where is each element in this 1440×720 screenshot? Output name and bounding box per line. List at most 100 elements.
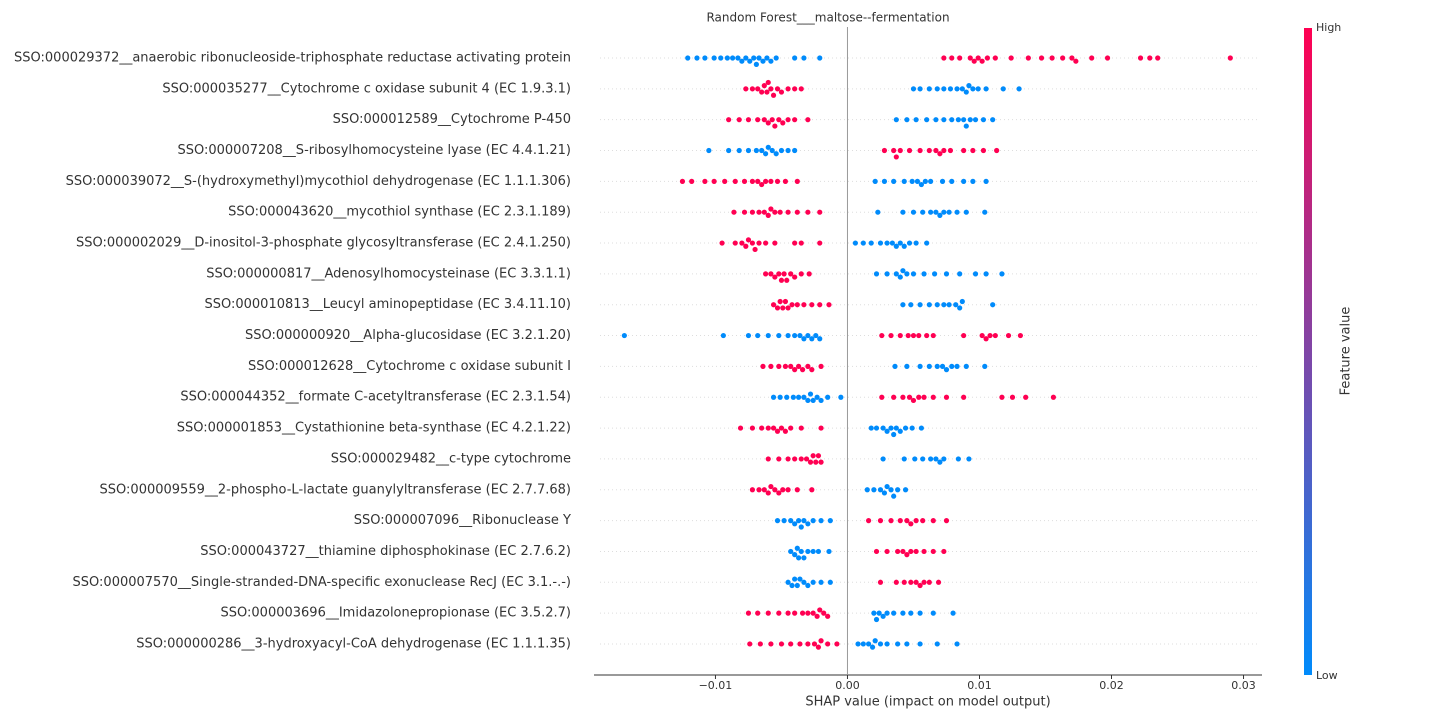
shap-dot [768,641,774,647]
shap-dot [959,298,965,305]
shap-dot [768,363,774,369]
shap-dot [1147,55,1153,61]
shap-dot [815,548,822,555]
shap-dot [768,271,774,277]
shap-dot [781,271,787,277]
shap-dot [807,459,814,465]
shap-dot [1000,86,1006,92]
shap-dot [877,518,884,524]
shap-dot [780,487,786,493]
shap-dot [765,425,771,431]
shap-dot [810,579,816,585]
shap-dot [950,610,956,616]
shap-dot [815,644,822,650]
shap-dot [900,302,906,308]
shap-dot [805,397,811,404]
shap-dot [897,240,903,246]
shap-dot [768,483,774,490]
shap-dot [763,151,769,157]
shap-dot [792,240,798,246]
shap-dot [860,641,866,647]
shap-dot [753,147,759,154]
shap-dot [909,425,915,431]
shap-dot [780,120,786,126]
shap-dot [817,336,823,342]
shap-dot [785,610,791,616]
shap-dot [937,151,943,157]
shap-dot [805,641,811,647]
shap-dot [1089,55,1095,61]
shap-dot [912,456,918,462]
shap-dot [904,117,910,123]
shap-dot [777,209,783,215]
feature-label: SSO:000029372__anaerobic ribonucleoside-… [14,51,571,66]
shap-dot [785,305,791,311]
shap-dot [796,555,802,561]
shap-dot [706,147,712,154]
shap-dot [908,579,914,585]
shap-dot [961,394,967,400]
shap-dot [904,363,910,369]
shap-dot [796,394,802,400]
shap-dot [939,178,946,184]
shap-dot [722,178,728,184]
shap-dot [933,117,939,123]
colorbar-label: Feature value [1339,307,1354,396]
shap-dot [982,363,988,369]
shap-dot [855,641,861,647]
shap-dot [798,271,804,277]
shap-dot [735,55,741,61]
shap-dot [979,58,985,64]
shap-dot [825,394,831,400]
shap-dot [785,86,791,92]
shap-dot [794,545,800,551]
shap-dot [718,55,724,61]
shap-dot [1025,55,1031,61]
shap-dot [817,240,823,246]
shap-dot [761,487,767,493]
shap-dot [745,237,752,243]
shap-dot [880,456,886,462]
shap-dot [879,394,885,400]
shap-dot [763,178,769,184]
shap-dot [934,302,940,308]
shap-dot [871,487,877,493]
shap-dot [761,209,767,215]
shap-dot [966,83,972,89]
shap-dot [807,391,814,397]
shap-dot [934,86,940,92]
shap-dot [755,178,761,184]
shap-dot [818,638,824,644]
shap-dot [928,209,934,215]
shap-dot [778,89,785,95]
shap-dot [943,394,950,400]
shap-dot [933,456,939,462]
shap-dot [924,117,930,123]
shap-dot [761,83,767,89]
shap-dot [809,336,815,342]
shap-dot [884,271,890,277]
shap-dot [891,394,897,400]
shap-dot [745,332,752,339]
shap-dot [760,363,766,369]
shap-dot [937,459,943,465]
shap-dot [897,274,903,280]
shap-dot [794,487,800,493]
shap-dot [789,582,795,589]
shap-dot [891,610,897,616]
shap-dot [984,55,991,61]
shap-dot [694,55,700,61]
shap-dot [970,178,976,184]
shap-dot [873,425,880,431]
shap-dot [810,397,816,404]
shap-dot [784,394,790,400]
shap-dot [825,641,831,647]
shap-dot [809,487,815,493]
shap-dot [941,117,947,123]
shap-dot [813,459,819,465]
shap-dot [949,363,955,369]
shap-dot [970,147,976,154]
x-tick-label: 0.03 [1231,679,1256,692]
shap-dot [889,240,895,246]
